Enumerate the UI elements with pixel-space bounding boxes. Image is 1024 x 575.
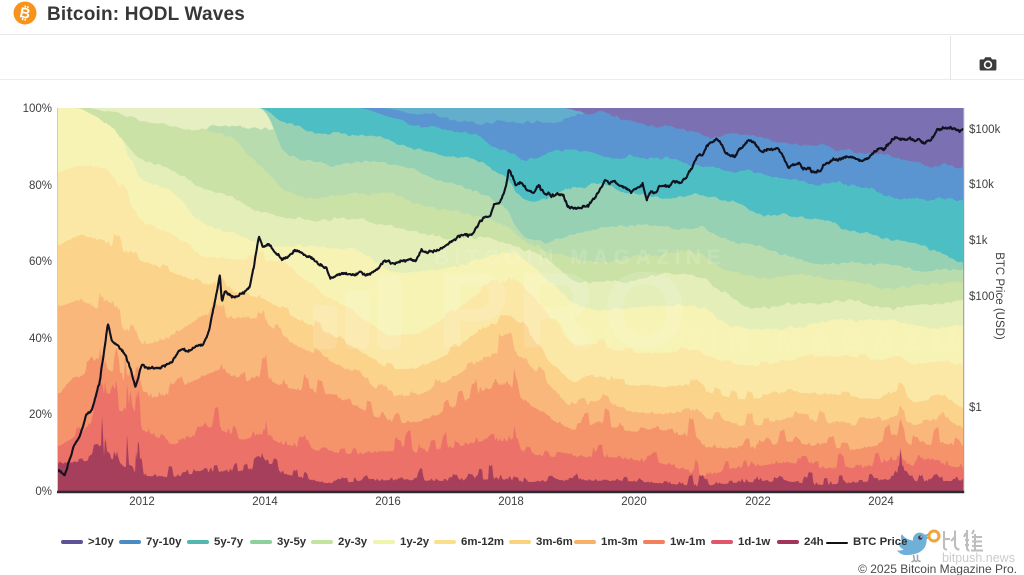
- svg-text:PRO: PRO: [437, 249, 695, 370]
- svg-text:2020: 2020: [621, 496, 647, 508]
- svg-text:$1k: $1k: [969, 235, 988, 247]
- svg-text:2022: 2022: [745, 496, 771, 508]
- svg-text:40%: 40%: [29, 333, 52, 345]
- svg-text:BITCOIN MAGAZINE: BITCOIN MAGAZINE: [434, 246, 726, 269]
- svg-text:60%: 60%: [29, 256, 52, 268]
- svg-text:100%: 100%: [23, 103, 52, 115]
- svg-text:2012: 2012: [129, 496, 155, 508]
- svg-text:2014: 2014: [252, 496, 278, 508]
- svg-text:20%: 20%: [29, 409, 52, 421]
- svg-text:$10k: $10k: [969, 179, 994, 191]
- svg-text:2016: 2016: [375, 496, 401, 508]
- svg-text:BITCOIN MAGAZINE: BITCOIN MAGAZINE: [572, 324, 1008, 357]
- svg-text:0%: 0%: [35, 486, 52, 498]
- svg-text:$100k: $100k: [969, 124, 1001, 136]
- svg-text:80%: 80%: [29, 180, 52, 192]
- svg-text:BTC Price (USD): BTC Price (USD): [993, 252, 1005, 340]
- svg-text:B: B: [18, 5, 32, 23]
- svg-text:2024: 2024: [868, 496, 894, 508]
- svg-text:$1: $1: [969, 402, 982, 414]
- svg-text:2018: 2018: [498, 496, 524, 508]
- svg-text:$100: $100: [969, 291, 995, 303]
